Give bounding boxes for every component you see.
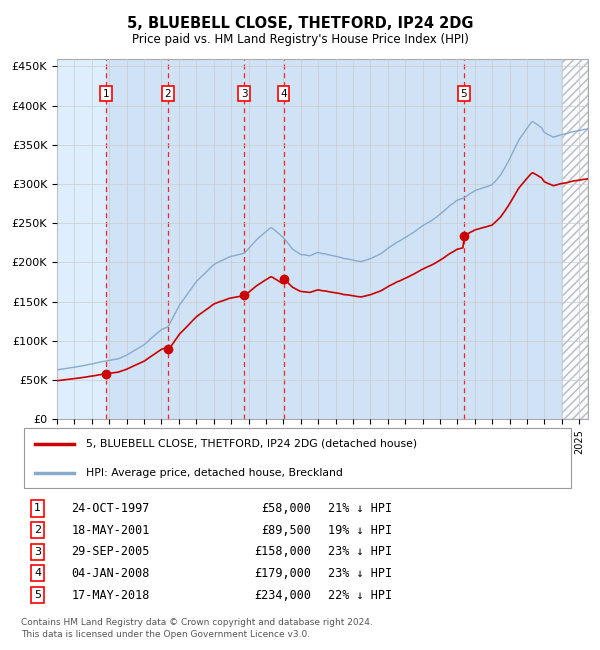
Text: 2: 2: [34, 525, 41, 535]
Text: 24-OCT-1997: 24-OCT-1997: [71, 502, 150, 515]
Text: 04-JAN-2008: 04-JAN-2008: [71, 567, 150, 580]
Text: 18-MAY-2001: 18-MAY-2001: [71, 524, 150, 537]
Text: 21% ↓ HPI: 21% ↓ HPI: [328, 502, 392, 515]
Text: £58,000: £58,000: [262, 502, 311, 515]
Text: 3: 3: [34, 547, 41, 556]
Text: 5: 5: [461, 89, 467, 99]
Text: 29-SEP-2005: 29-SEP-2005: [71, 545, 150, 558]
FancyBboxPatch shape: [23, 428, 571, 488]
Text: 1: 1: [34, 504, 41, 514]
Text: £179,000: £179,000: [254, 567, 311, 580]
Bar: [106, 58, 168, 419]
Text: £158,000: £158,000: [254, 545, 311, 558]
Bar: [168, 58, 244, 419]
Text: 23% ↓ HPI: 23% ↓ HPI: [328, 545, 392, 558]
Text: 5, BLUEBELL CLOSE, THETFORD, IP24 2DG: 5, BLUEBELL CLOSE, THETFORD, IP24 2DG: [127, 16, 473, 31]
Text: 4: 4: [34, 568, 41, 578]
Text: Contains HM Land Registry data © Crown copyright and database right 2024.: Contains HM Land Registry data © Crown c…: [21, 618, 373, 627]
Text: Price paid vs. HM Land Registry's House Price Index (HPI): Price paid vs. HM Land Registry's House …: [131, 32, 469, 46]
Text: 4: 4: [280, 89, 287, 99]
Text: 17-MAY-2018: 17-MAY-2018: [71, 588, 150, 601]
Text: 3: 3: [241, 89, 247, 99]
Text: This data is licensed under the Open Government Licence v3.0.: This data is licensed under the Open Gov…: [21, 630, 310, 639]
Text: 1: 1: [103, 89, 109, 99]
Text: 19% ↓ HPI: 19% ↓ HPI: [328, 524, 392, 537]
Bar: [284, 58, 464, 419]
Text: £89,500: £89,500: [262, 524, 311, 537]
Text: £234,000: £234,000: [254, 588, 311, 601]
Text: 5, BLUEBELL CLOSE, THETFORD, IP24 2DG (detached house): 5, BLUEBELL CLOSE, THETFORD, IP24 2DG (d…: [86, 439, 417, 449]
Text: 2: 2: [164, 89, 171, 99]
Bar: [464, 58, 562, 419]
Bar: [244, 58, 284, 419]
Bar: [562, 58, 588, 419]
Text: 22% ↓ HPI: 22% ↓ HPI: [328, 588, 392, 601]
Text: HPI: Average price, detached house, Breckland: HPI: Average price, detached house, Brec…: [86, 467, 343, 478]
Text: 5: 5: [34, 590, 41, 600]
Text: 23% ↓ HPI: 23% ↓ HPI: [328, 567, 392, 580]
